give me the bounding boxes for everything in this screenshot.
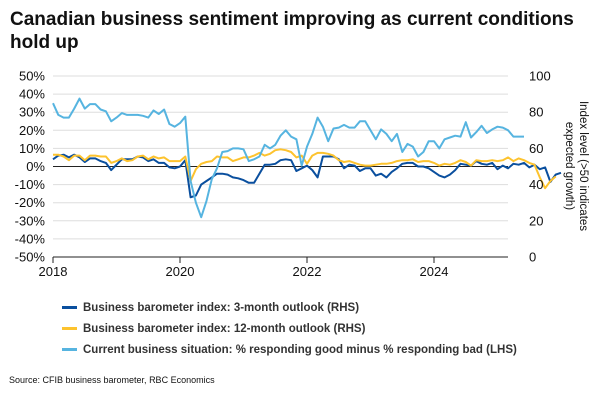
y-left-tick-label: -10% xyxy=(15,177,46,192)
chart-title: Canadian business sentiment improving as… xyxy=(10,9,574,53)
axis-title-line: expected growth) xyxy=(563,122,575,210)
legend-label: Business barometer index: 3-month outloo… xyxy=(83,301,360,314)
y-right-tick-label: 100 xyxy=(529,69,551,84)
y-right-tick-label: 40 xyxy=(529,177,543,192)
series-line-2 xyxy=(52,97,524,219)
legend-label: Current business situation: % responding… xyxy=(83,343,517,356)
right-axis-title: Index level (>50 indicatesexpected growt… xyxy=(563,101,589,231)
y-left-tick-label: 40% xyxy=(19,87,45,102)
y-left-tick-label: -50% xyxy=(15,250,46,265)
y-right-tick-label: 80 xyxy=(529,105,543,120)
x-tick-label: 2024 xyxy=(420,264,449,279)
y-left-tick-label: -30% xyxy=(15,213,46,228)
y-right-tick-label: 60 xyxy=(529,141,543,156)
legend-item-current-situation: Current business situation: % responding… xyxy=(62,339,517,360)
y-left-tick-label: 20% xyxy=(19,123,45,138)
legend-label: Business barometer index: 12-month outlo… xyxy=(83,322,366,335)
y-right-tick-label: 0 xyxy=(529,250,536,265)
y-left-tick-label: 30% xyxy=(19,105,45,120)
x-tick-label: 2018 xyxy=(39,264,68,279)
y-left-tick-label: -40% xyxy=(15,231,46,246)
legend-swatch xyxy=(62,348,77,351)
y-left-tick-label: 0% xyxy=(26,159,45,174)
source-note: Source: CFIB business barometer, RBC Eco… xyxy=(9,375,215,385)
legend-item-3-month-outlook: Business barometer index: 3-month outloo… xyxy=(62,297,517,318)
x-tick-label: 2020 xyxy=(166,264,195,279)
axes xyxy=(52,166,508,263)
x-tick-label: 2022 xyxy=(293,264,322,279)
legend-swatch xyxy=(62,327,77,330)
axis-title-line: Index level (>50 indicates xyxy=(577,101,589,231)
y-left-tick-label: 10% xyxy=(19,141,45,156)
legend: Business barometer index: 3-month outloo… xyxy=(62,297,517,360)
series-lines xyxy=(52,97,562,219)
tick-labels: -50% -40% -30% -20% -10% 0% 10% 20% 30% 40% 50% 0 20… xyxy=(15,69,551,280)
legend-item-12-month-outlook: Business barometer index: 12-month outlo… xyxy=(62,318,517,339)
legend-swatch xyxy=(62,306,77,309)
y-left-tick-label: -20% xyxy=(15,195,46,210)
gridlines xyxy=(53,75,508,240)
y-left-tick-label: 50% xyxy=(19,69,45,84)
y-right-tick-label: 20 xyxy=(529,213,543,228)
